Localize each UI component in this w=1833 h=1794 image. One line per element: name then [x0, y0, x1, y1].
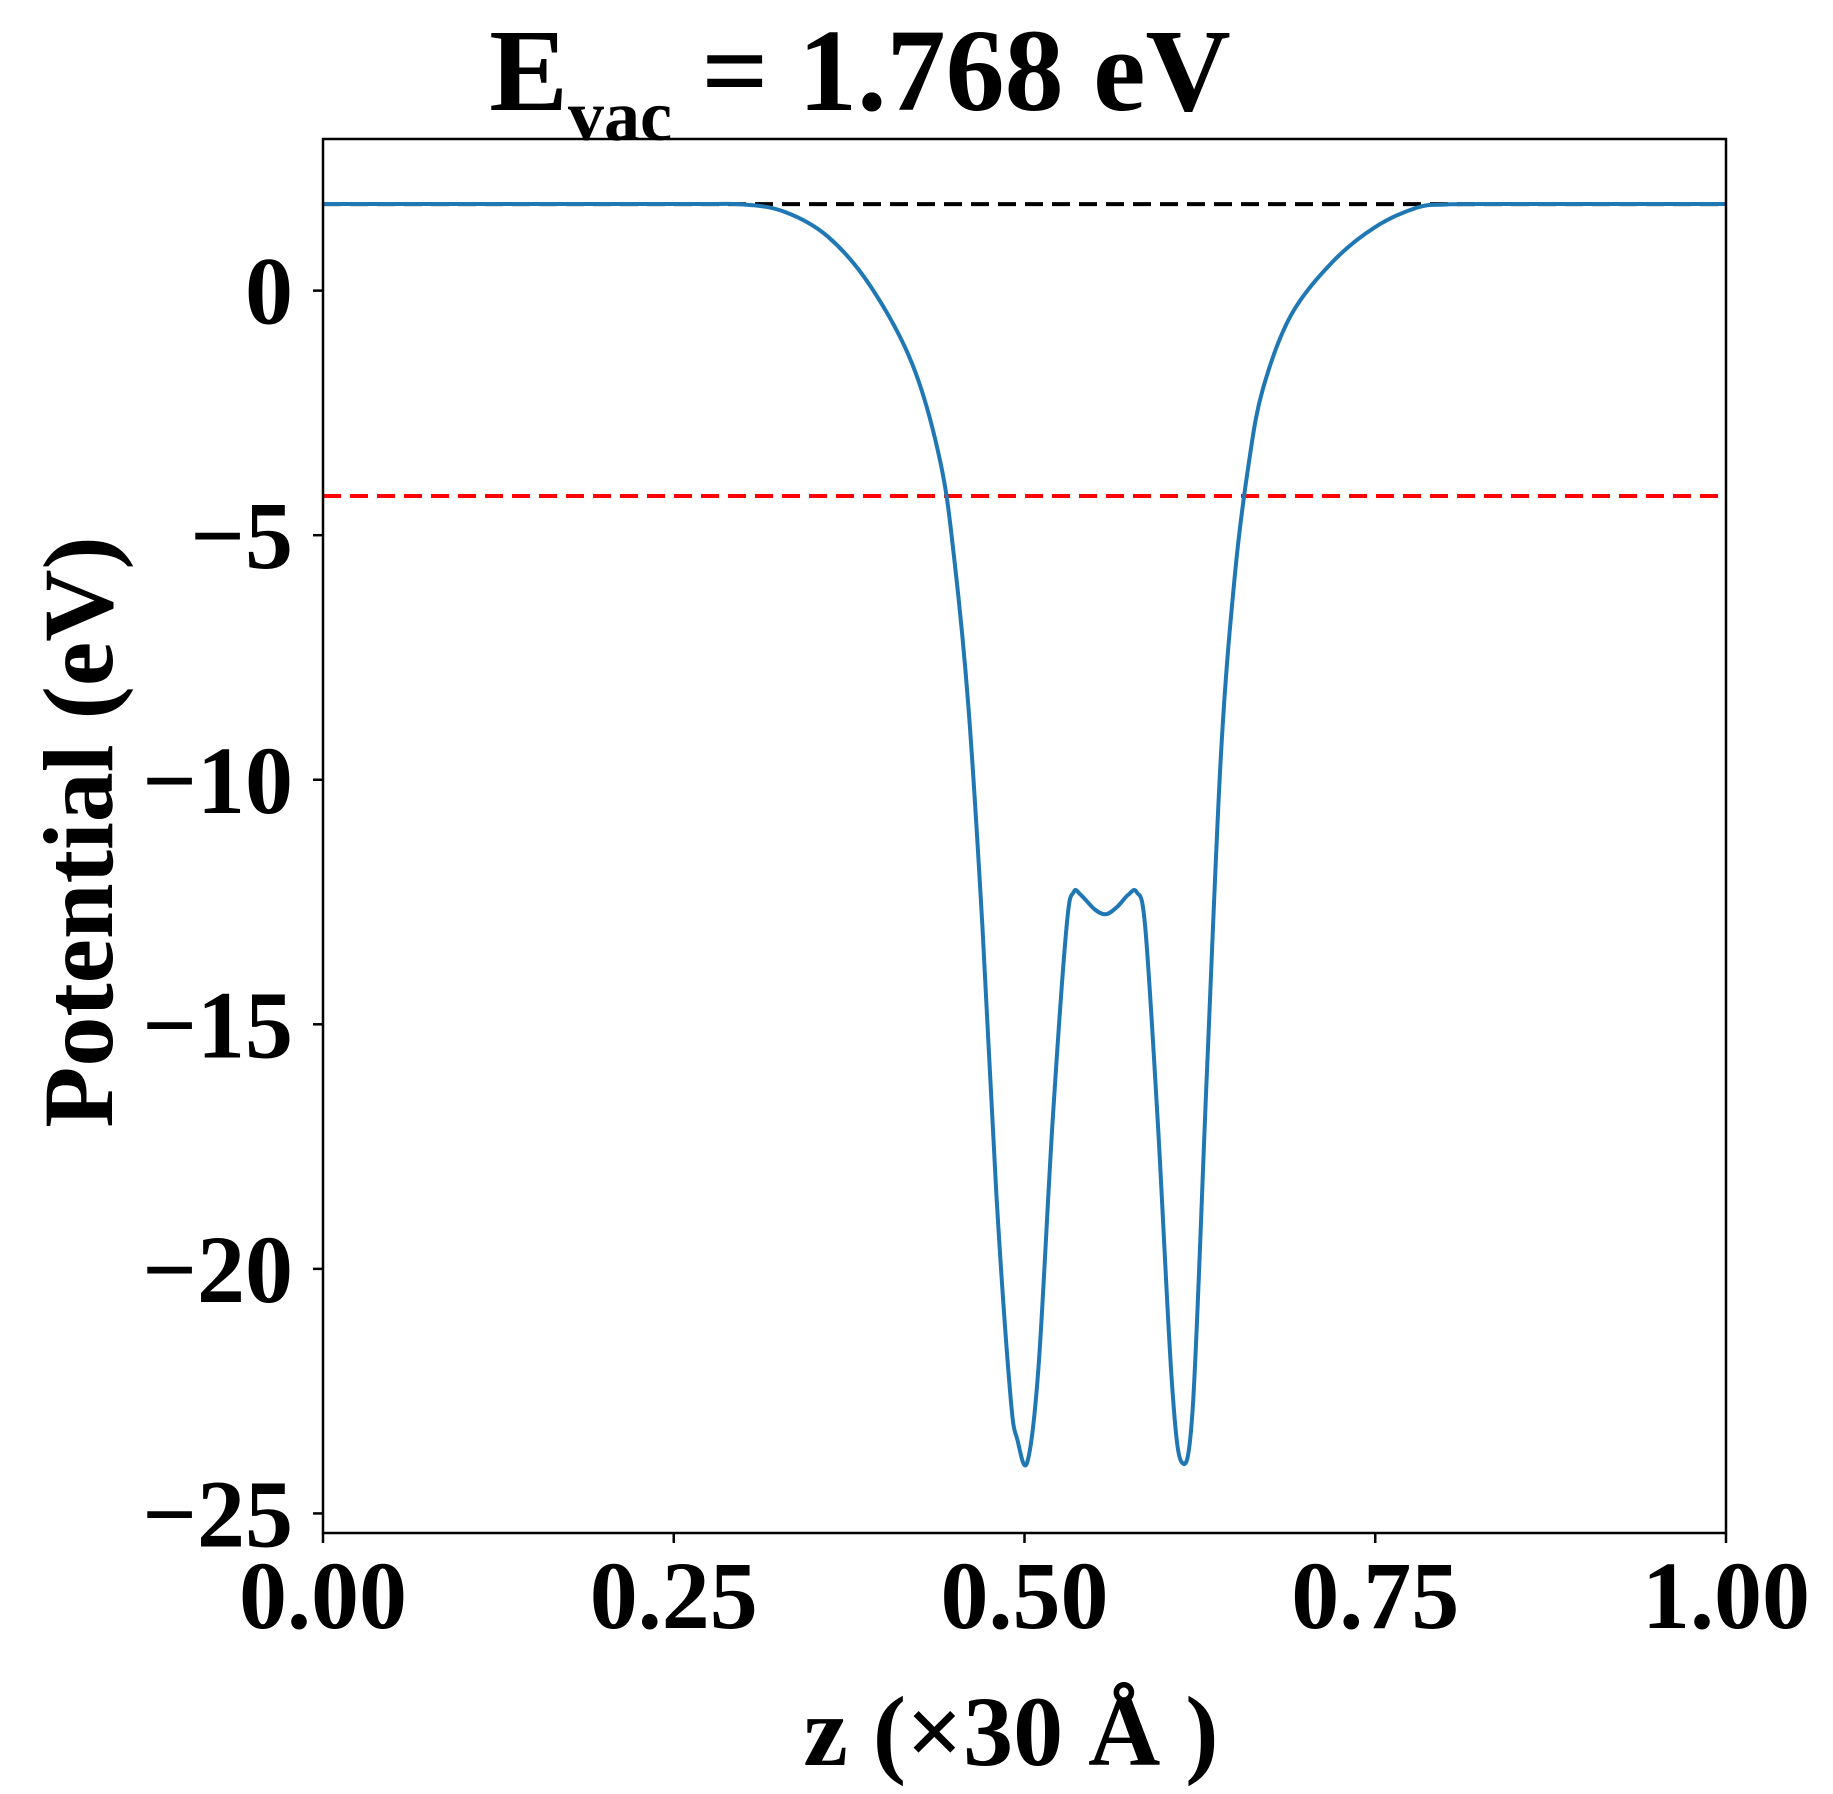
x-tick-label: 1.00	[1642, 1542, 1810, 1649]
y-axis-label: Potential (eV)	[23, 536, 134, 1127]
y-tick-label: 0	[245, 238, 293, 345]
y-tick-label: −10	[142, 727, 293, 834]
x-axis-ticks: 0.00 0.25 0.50 0.75 1.00	[239, 1533, 1810, 1649]
y-tick-label: −15	[142, 971, 293, 1078]
potential-series-line	[323, 201, 1726, 1468]
x-tick-label: 0.25	[590, 1542, 758, 1649]
chart-title-rest: = 1.768 eV	[672, 5, 1231, 136]
x-tick-label: 0.50	[941, 1542, 1109, 1649]
y-tick-label: −25	[142, 1460, 293, 1567]
chart-title-main: E	[489, 5, 568, 136]
x-tick-label: 0.00	[239, 1542, 407, 1649]
chart-title: Evac = 1.768 eV	[489, 5, 1231, 156]
y-axis-ticks: 0 −5 −10 −15 −20 −25	[142, 238, 323, 1567]
axes-frame	[321, 137, 1728, 1535]
chart-title-subscript: vac	[568, 76, 672, 156]
plot-area	[323, 201, 1726, 1468]
y-tick-label: −20	[142, 1216, 293, 1323]
x-axis-label: z (×30 Å )	[803, 1676, 1218, 1787]
x-tick-label: 0.75	[1291, 1542, 1459, 1649]
y-tick-label: −5	[190, 482, 293, 589]
